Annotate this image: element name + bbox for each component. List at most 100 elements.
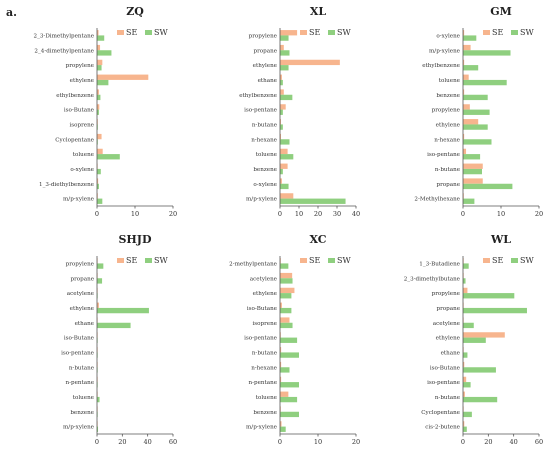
x-tick-label: 60: [535, 438, 543, 446]
legend-label-sw: SW: [337, 28, 351, 37]
bar-se-cis-2-butene: [463, 421, 465, 427]
category-label: Cyclopentane: [421, 410, 460, 416]
bar-se-toluene: [463, 74, 469, 80]
bar-sw-iso-pentane: [280, 337, 298, 343]
bar-se-n-butane: [280, 119, 281, 125]
legend: SE SW: [117, 256, 168, 265]
chart-panel-wl: WL SE SW 1_3-Butadiene 2_3-dimethylbutane pro…: [366, 228, 549, 456]
category-label: acetylene: [67, 291, 95, 297]
category-label: acetylene: [433, 321, 461, 327]
bar-sw-iso-pentane: [280, 109, 283, 115]
legend-label-sw: SW: [154, 256, 168, 265]
bar-se-ethylene: [280, 287, 295, 294]
bar-sw-ethylene: [280, 293, 292, 299]
chart-gm: GM SE SW o-xylene m/p-xylene ethylbenzene tolu…: [414, 5, 543, 218]
bar-sw-o-xylene: [463, 35, 477, 41]
bar-sw-n-butane: [280, 124, 283, 130]
legend-label-se: SE: [309, 28, 320, 37]
bar-sw-propane: [463, 307, 527, 314]
bar-se-cyclopentane: [97, 133, 102, 140]
x-tick-label: 20: [169, 210, 177, 218]
legend-swatch-se: [300, 258, 307, 263]
bar-sw-o-xylene: [97, 168, 101, 175]
x-tick-label: 20: [535, 210, 543, 218]
bar-sw-ethylbenzene: [463, 65, 479, 71]
bar-se-n-butane: [463, 391, 465, 397]
chart-shjd: SHJD SE SW propylene propane acetylene ethylen…: [61, 233, 177, 446]
category-label: toluene: [256, 395, 278, 401]
bar-sw-cyclopentane: [463, 411, 472, 418]
bar-sw-ethane: [97, 322, 131, 329]
bar-sw-m-p-xylene: [280, 426, 286, 432]
chart-panel-xl: XL SE SW propylene propane ethylene ethane ethy…: [183, 0, 366, 228]
category-label: iso-pentane: [244, 108, 278, 114]
category-label: ethylene: [253, 291, 278, 297]
bar-sw-n-pentane: [280, 382, 299, 388]
legend-swatch-sw: [511, 30, 518, 35]
legend-swatch-sw: [328, 30, 335, 35]
bar-se-ethylene: [463, 119, 479, 125]
category-label: propane: [437, 182, 461, 188]
category-label: iso-Butane: [64, 336, 95, 342]
x-tick-label: 40: [352, 210, 360, 218]
bar-se-iso-butane: [463, 361, 465, 368]
bar-sw-ethylbenzene: [280, 94, 293, 101]
bar-se-propane: [280, 44, 284, 51]
legend-swatch-se: [117, 30, 124, 35]
bar-se-toluene: [97, 148, 103, 155]
bar-sw-ethylene: [463, 124, 488, 130]
category-label: 2_3-dimethylbutane: [404, 276, 461, 282]
x-tick-label: 40: [510, 438, 518, 446]
bar-se-toluene: [280, 391, 289, 397]
bar-se-iso-pentane: [463, 148, 467, 155]
bar-se-iso-butane: [97, 104, 100, 110]
bar-se-o-xylene: [280, 178, 282, 184]
category-label: ethylbenzene: [56, 93, 94, 99]
bar-sw-toluene: [463, 79, 507, 86]
category-label: n-pentane: [66, 380, 95, 386]
category-label: cis-2-butene: [425, 425, 460, 431]
chart-title: XC: [309, 233, 326, 246]
x-tick-label: 20: [314, 210, 322, 218]
category-label: propylene: [432, 291, 461, 297]
legend-label-se: SE: [492, 256, 503, 265]
bar-sw-ethylene: [280, 65, 289, 71]
x-tick-label: 10: [314, 438, 322, 446]
bar-sw-2-3-dimethylbutane: [463, 278, 466, 284]
category-label: toluene: [256, 152, 278, 158]
bar-se-propylene: [463, 287, 468, 294]
category-label: 2-Methylhexane: [414, 197, 460, 203]
bar-sw-propane: [280, 50, 290, 56]
category-label: iso-Butane: [247, 306, 278, 312]
category-label: m/p-xylene: [246, 197, 278, 203]
bar-se-ethylbenzene: [280, 89, 284, 95]
bar-se-acetylene: [280, 272, 293, 279]
bar-se-n-hexane: [280, 133, 281, 140]
bar-sw-n-hexane: [463, 139, 492, 145]
category-label: 2_3-Dimethylpentane: [34, 33, 95, 39]
bar-se-m-p-xylene: [463, 44, 471, 51]
bar-se-benzene: [463, 89, 465, 95]
legend-swatch-sw: [328, 258, 335, 263]
x-tick-label: 10: [295, 210, 303, 218]
bar-sw-m-p-xylene: [97, 198, 103, 204]
bar-sw-propylene: [97, 263, 104, 269]
bar-sw-m-p-xylene: [463, 50, 511, 56]
bar-se-n-butane: [280, 347, 282, 353]
bar-se-propylene: [463, 104, 470, 110]
bar-sw-acetylene: [280, 278, 293, 284]
x-tick-label: 0: [95, 438, 99, 446]
bar-sw-propylene: [463, 293, 515, 299]
x-tick-label: 0: [95, 210, 99, 218]
bar-sw-benzene: [463, 94, 488, 101]
bar-sw-isoprene: [280, 322, 293, 329]
bar-se-n-hexane: [280, 361, 282, 368]
bar-sw-n-hexane: [280, 139, 290, 145]
bar-sw-toluene: [97, 396, 100, 403]
legend-swatch-sw: [145, 30, 152, 35]
legend-swatch-se: [483, 258, 490, 263]
category-label: propane: [254, 48, 278, 54]
category-label: ethylene: [436, 122, 461, 128]
bar-se-propane: [463, 178, 483, 184]
chart-panel-zq: ZQ SE SW 2_3-Dimethylpentane 2_4-dimethylpen…: [0, 0, 183, 228]
